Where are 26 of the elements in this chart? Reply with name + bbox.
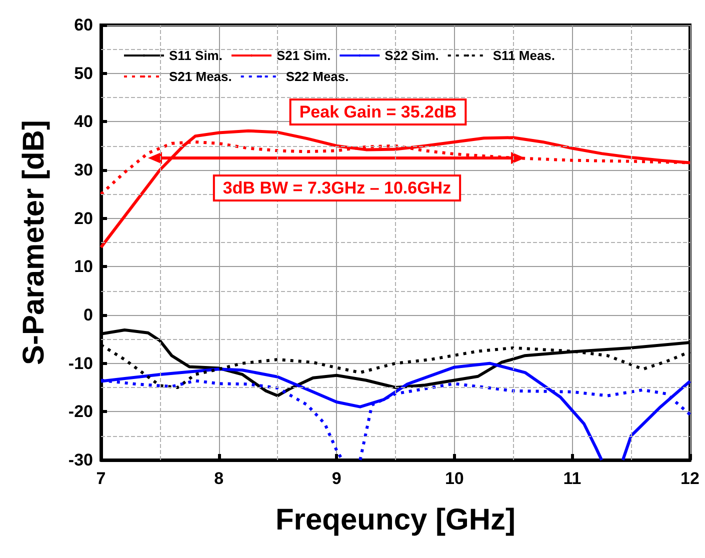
annotation: 3dB BW = 7.3GHz – 10.6GHz [222,178,452,198]
x-tick-label: 8 [214,469,224,488]
y-tick-label: 40 [74,112,93,132]
y-tick-label: -10 [68,354,93,373]
y-tick-label: 30 [74,160,93,180]
y-axis-title: S-Parameter [dB] [18,120,50,366]
legend-label: S21 Meas. [169,69,232,84]
legend-label: S21 Sim. [276,48,331,63]
x-axis-title: Freqeuncy [GHz] [275,504,516,536]
annotation: Peak Gain = 35.2dB [299,102,457,122]
y-tick-label: 20 [74,208,93,228]
legend-label: S22 Meas. [286,69,349,84]
x-tick-label: 12 [680,469,700,488]
y-tick-label: 60 [74,16,93,34]
x-tick-label: 9 [332,469,342,488]
legend-label: S22 Sim. [384,48,439,63]
x-tick-label: 10 [444,469,464,488]
y-tick-label: -30 [68,450,93,470]
y-tick-label: 50 [74,64,93,83]
x-tick-label: 11 [563,469,582,488]
y-tick-label: -20 [68,402,93,422]
x-tick-label: 7 [96,469,106,488]
legend-label: S11 Sim. [169,48,222,63]
y-tick-label: 10 [74,257,93,276]
legend-label: S11 Meas. [492,48,556,63]
y-tick-label: 0 [84,306,93,324]
